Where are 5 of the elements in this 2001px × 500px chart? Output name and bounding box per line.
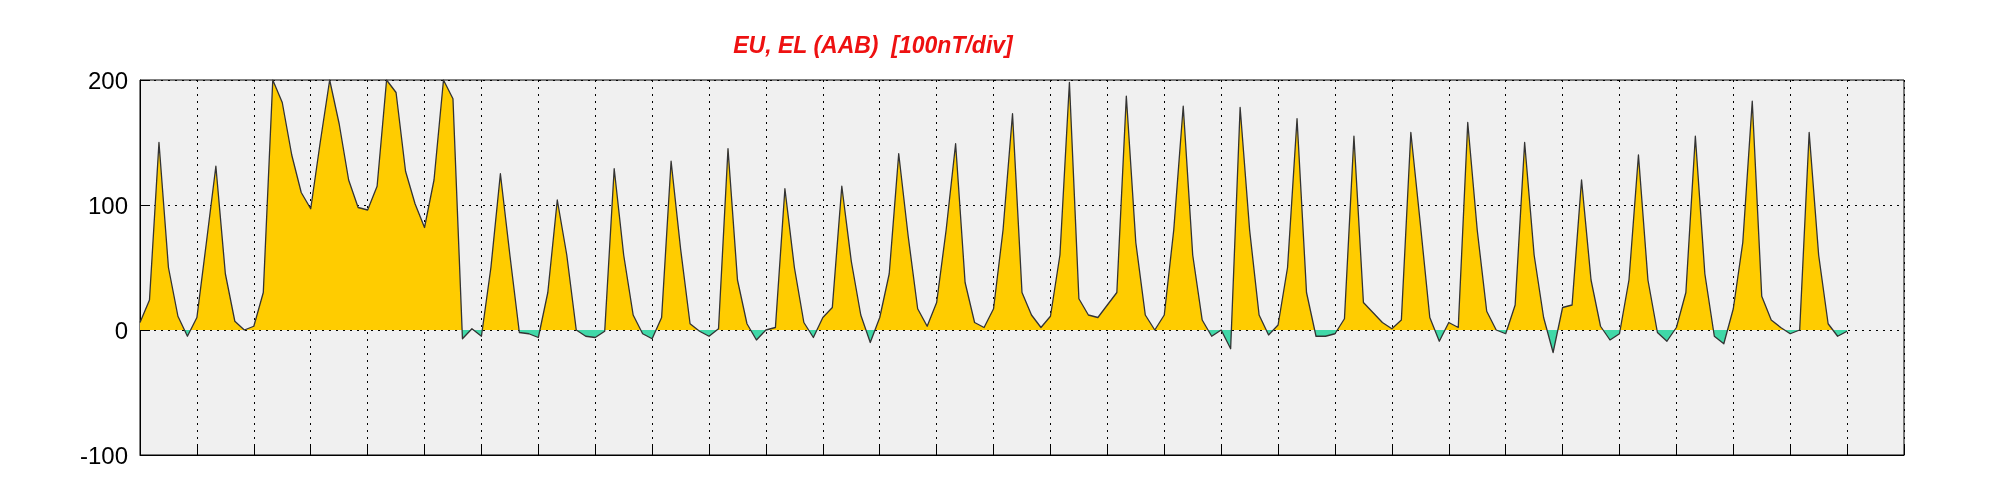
y-tick-label: 100 — [87, 191, 128, 219]
y-tick-label: 200 — [87, 66, 128, 94]
y-tick-label: -100 — [79, 441, 128, 469]
y-tick-label: 0 — [114, 316, 128, 344]
chart-title: EU, EL (AAB) [100nT/div] — [733, 31, 1015, 58]
